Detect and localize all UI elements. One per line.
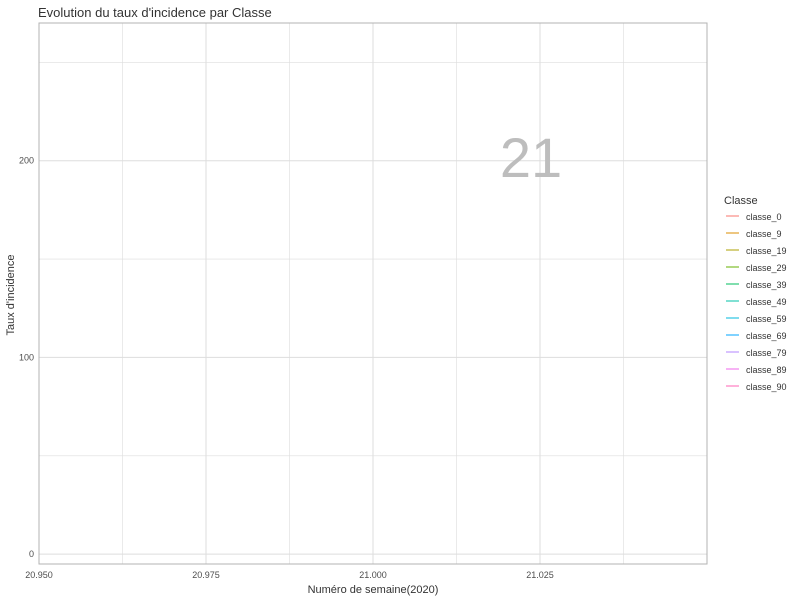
y-tick-label: 200 (19, 156, 34, 166)
legend-label-classe_29: classe_29 (746, 263, 787, 273)
legend-label-classe_59: classe_59 (746, 314, 787, 324)
y-axis-ticks: 0 100 200 (19, 156, 34, 559)
x-tick-label: 21.025 (526, 570, 554, 580)
legend-label-classe_90: classe_90 (746, 382, 787, 392)
frame-label: 21 (500, 126, 562, 189)
legend-title: Classe (724, 195, 758, 207)
legend-label-classe_9: classe_9 (746, 229, 782, 239)
legend: Classe classe_0 classe_9 classe_19 classe_2… (724, 195, 787, 392)
y-tick-label: 100 (19, 352, 34, 362)
grid-lines (38, 23, 707, 564)
legend-items: classe_0 classe_9 classe_19 classe_29classe… (726, 212, 787, 392)
legend-label-classe_79: classe_79 (746, 348, 787, 358)
plot-panel-border (38, 22, 708, 565)
x-tick-label: 20.975 (192, 570, 220, 580)
legend-label-classe_19: classe_19 (746, 246, 787, 256)
legend-label-classe_39: classe_39 (746, 280, 787, 290)
x-axis-ticks: 20.950 20.975 21.000 21.025 (25, 570, 554, 580)
y-axis-label: Taux d'incidence (5, 255, 17, 336)
chart-title: Evolution du taux d'incidence par Classe (38, 5, 272, 20)
legend-label-classe_49: classe_49 (746, 297, 787, 307)
y-tick-label: 0 (29, 549, 34, 559)
legend-label-classe_0: classe_0 (746, 212, 782, 222)
legend-label-classe_89: classe_89 (746, 365, 787, 375)
x-tick-label: 20.950 (25, 570, 53, 580)
x-tick-label: 21.000 (359, 570, 387, 580)
x-axis-label: Numéro de semaine(2020) (308, 584, 439, 596)
legend-label-classe_69: classe_69 (746, 331, 787, 341)
